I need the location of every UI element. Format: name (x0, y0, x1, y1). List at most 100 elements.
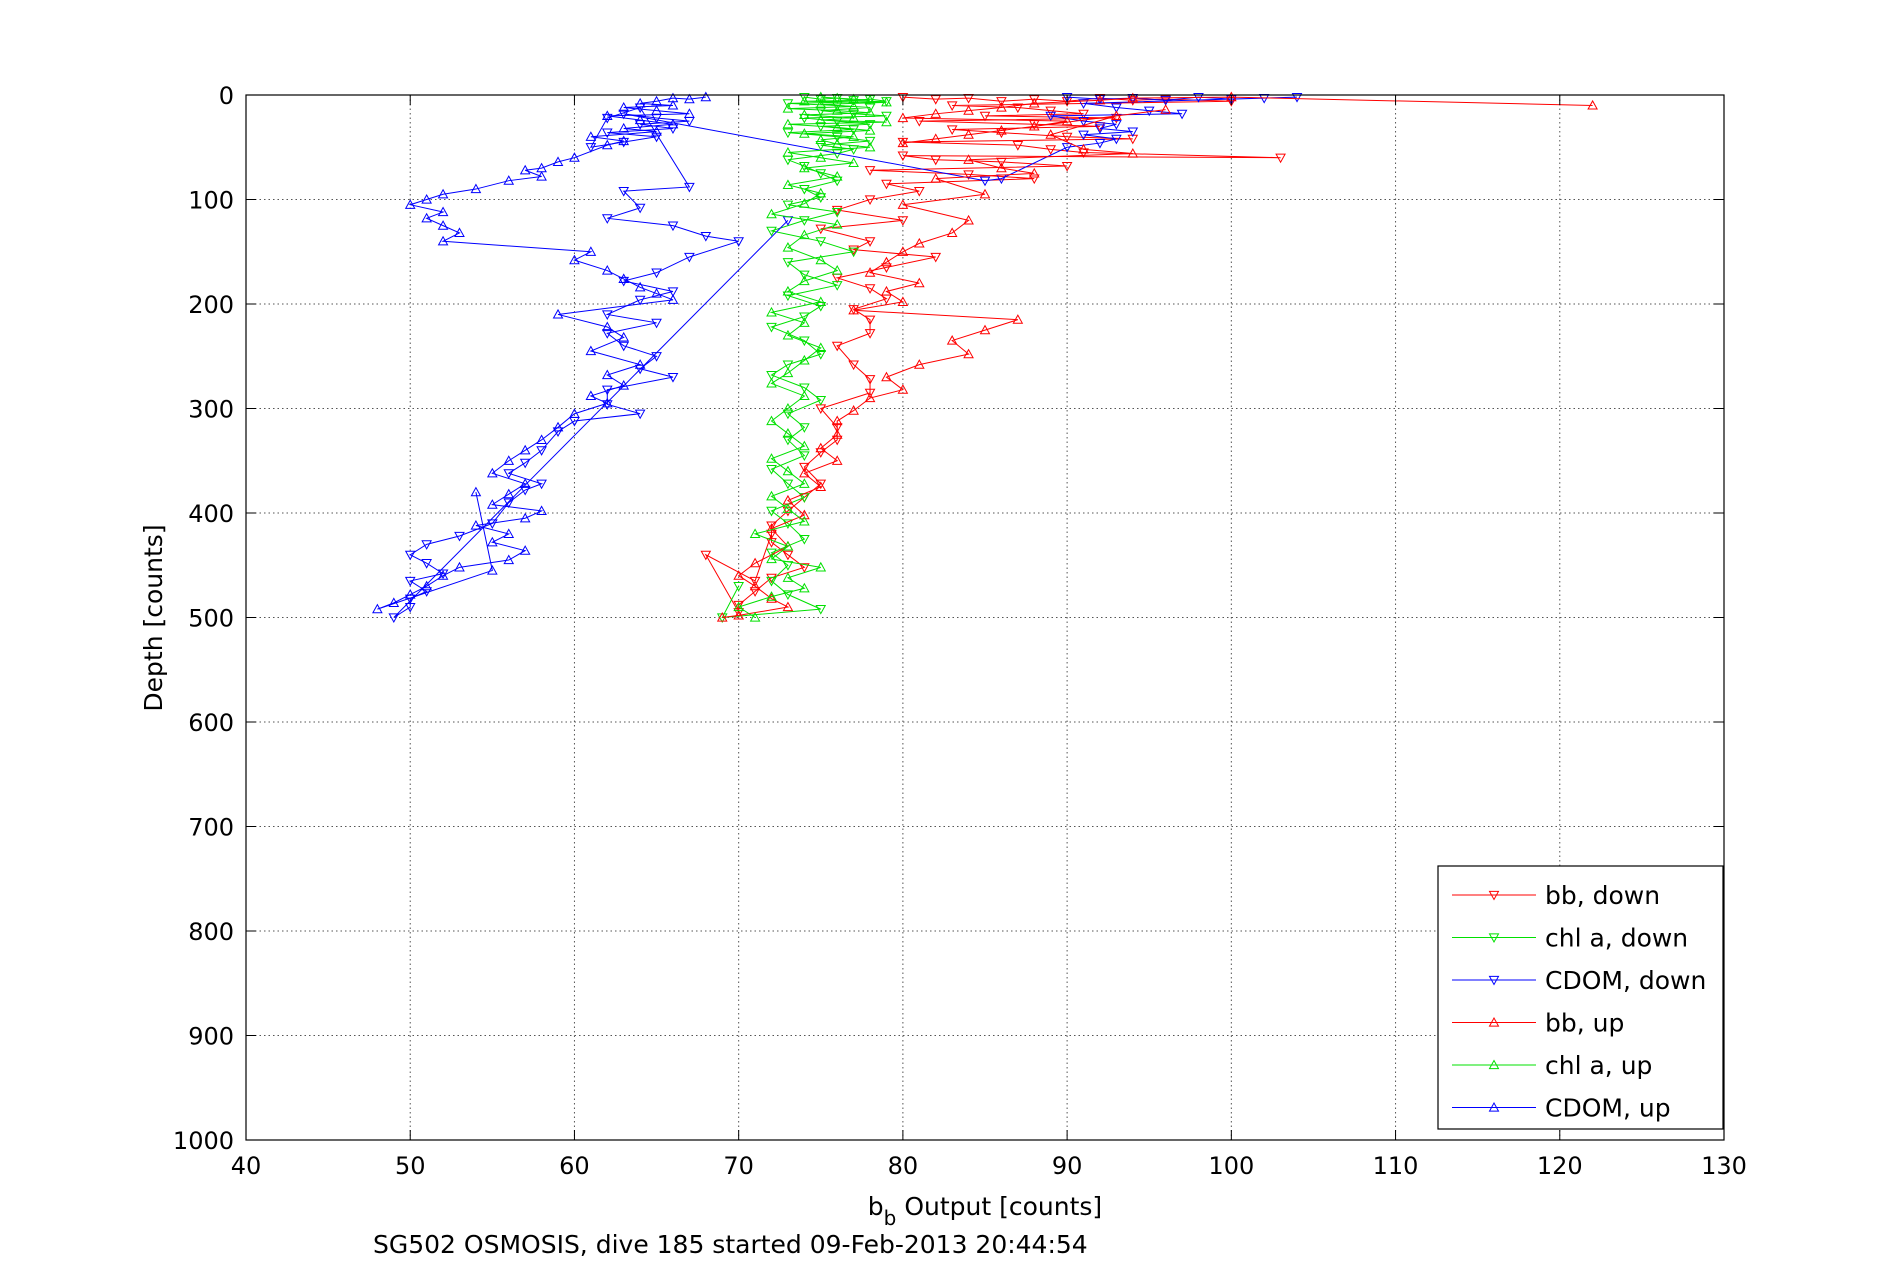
data-point-marker (815, 396, 827, 406)
legend-label: bb, up (1545, 1009, 1624, 1038)
legend-marker-sample (1488, 1101, 1500, 1112)
data-point-marker (634, 114, 646, 125)
data-point-marker (782, 402, 794, 413)
data-point-marker (585, 143, 597, 153)
data-point-marker (519, 458, 531, 469)
data-point-marker (848, 112, 859, 123)
data-point-marker (913, 359, 925, 369)
axis-ticks: 40 50 60 70 80 90 100 110 120 130 0 100 200 300 400 500… (173, 82, 1747, 1180)
data-point-marker (536, 446, 547, 456)
data-point-marker (766, 208, 777, 219)
data-point-marker (782, 200, 794, 211)
data-point-marker (799, 451, 810, 462)
data-point-marker (1045, 145, 1057, 155)
x-axis-label: bb Output [counts] (868, 1192, 1102, 1230)
data-point-marker (963, 129, 974, 139)
data-point-marker (799, 383, 810, 394)
data-point-marker (634, 281, 646, 292)
data-point-marker (454, 561, 465, 572)
data-point-marker (848, 360, 859, 371)
data-point-marker (1127, 92, 1139, 103)
data-point-marker (848, 245, 859, 256)
data-point-marker (766, 593, 777, 603)
data-point-marker (831, 121, 843, 132)
x-tick-label: 100 (1208, 1152, 1254, 1180)
data-point-marker (799, 109, 810, 119)
legend-item: CDOM, down (1452, 966, 1706, 995)
data-point-marker (634, 97, 646, 108)
data-point-marker (799, 312, 810, 323)
legend-item: bb, up (1452, 1009, 1624, 1038)
data-point-marker (881, 96, 892, 107)
data-point-marker (831, 92, 843, 103)
x-tick-label: 120 (1537, 1152, 1583, 1180)
data-point-marker (766, 370, 777, 381)
data-point-marker (569, 152, 580, 162)
data-point-marker (437, 220, 449, 230)
data-point-marker (766, 322, 777, 333)
data-point-marker (1127, 96, 1139, 106)
data-point-marker (601, 128, 613, 139)
data-point-marker (437, 206, 449, 217)
data-point-marker (1160, 104, 1171, 114)
data-point-marker (651, 95, 662, 106)
data-point-marker (782, 242, 794, 252)
data-point-marker (470, 520, 482, 530)
data-point-marker (848, 247, 859, 258)
data-point-marker (1028, 120, 1040, 131)
data-point-marker (799, 478, 810, 488)
data-point-marker (667, 124, 679, 134)
data-point-marker (979, 176, 991, 187)
data-point-marker (766, 553, 777, 564)
data-point-marker (864, 125, 876, 135)
data-point-marker (618, 379, 630, 390)
data-point-marker (1078, 109, 1089, 120)
data-point-marker (782, 601, 794, 612)
data-point-marker (618, 276, 630, 287)
data-point-marker (799, 275, 810, 286)
data-point-marker (684, 108, 695, 118)
data-point-marker (782, 103, 794, 113)
data-point-marker (486, 564, 498, 575)
data-point-marker (569, 254, 580, 265)
data-point-marker (799, 317, 810, 327)
x-tick-label: 70 (723, 1152, 754, 1180)
data-point-marker (372, 603, 383, 614)
data-point-marker (1012, 103, 1024, 114)
data-point-marker (618, 102, 630, 112)
data-point-marker (749, 557, 761, 568)
data-point-marker (766, 226, 777, 237)
data-point-marker (815, 134, 827, 145)
data-point-marker (519, 512, 531, 523)
data-point-marker (503, 498, 515, 509)
legend-item: chl a, down (1452, 924, 1688, 953)
data-point-marker (1012, 141, 1024, 151)
data-point-marker (897, 246, 909, 256)
data-point-marker (684, 182, 695, 193)
data-point-marker (815, 114, 827, 125)
data-point-marker (831, 429, 843, 439)
data-point-marker (864, 141, 876, 152)
data-point-marker (766, 529, 777, 540)
data-point-marker (601, 139, 613, 150)
data-point-marker (799, 440, 810, 451)
data-point-marker (782, 435, 794, 446)
data-point-marker (601, 400, 613, 410)
data-point-marker (831, 105, 843, 115)
data-point-marker (782, 258, 794, 268)
data-point-marker (585, 131, 597, 141)
data-point-marker (601, 369, 613, 380)
data-point-marker (881, 116, 892, 127)
data-point-marker (930, 133, 942, 143)
data-point-marker (831, 132, 843, 143)
data-point-marker (848, 125, 859, 136)
data-point-marker (1061, 92, 1073, 103)
data-point-marker (897, 92, 909, 103)
data-point-marker (1045, 129, 1057, 139)
data-point-marker (634, 359, 646, 369)
data-point-marker (815, 481, 827, 491)
gridlines (246, 95, 1724, 1140)
data-point-marker (766, 490, 777, 501)
data-point-marker (782, 550, 794, 561)
data-point-marker (454, 227, 465, 238)
